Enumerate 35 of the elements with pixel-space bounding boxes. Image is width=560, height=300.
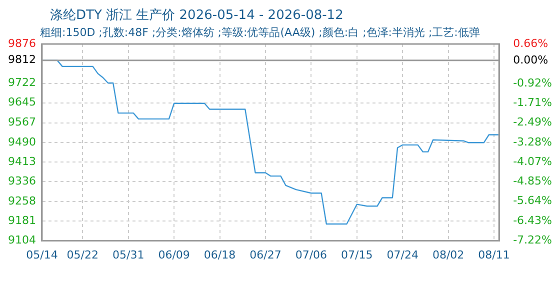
y2-tick-label: -1.71% — [513, 96, 552, 110]
x-tick-label: 08/11 — [478, 248, 510, 262]
y2-tick-label: 0.66% — [513, 36, 548, 50]
y2-tick-label: -6.43% — [513, 214, 552, 227]
y2-tick-label: -5.64% — [513, 194, 552, 208]
y-tick-label: 9104 — [8, 234, 36, 247]
y2-tick-label: -3.28% — [513, 135, 552, 148]
x-tick-label: 07/24 — [386, 248, 418, 262]
y-tick-label: 9722 — [8, 76, 36, 90]
y2-tick-label: -4.85% — [513, 174, 552, 188]
y-tick-label: 9336 — [8, 174, 36, 188]
y-tick-label: 9181 — [8, 214, 36, 228]
y2-tick-label: -2.49% — [513, 116, 552, 129]
x-tick-label: 06/09 — [158, 248, 190, 262]
y2-tick-label: -7.22% — [513, 234, 552, 247]
chart-subtitle: 粗细:150D ;孔数:48F ;分类:熔体纺 ;等级:优等品(AA级) ;颜色:白 ;色泽:半消光 ;工艺:低弹 — [40, 25, 480, 40]
y2-tick-label: 0.00% — [513, 53, 548, 66]
y-tick-label: 9645 — [8, 96, 36, 109]
x-tick-label: 08/02 — [432, 248, 464, 262]
x-tick-label: 07/15 — [341, 248, 373, 262]
y-tick-label: 9490 — [8, 135, 36, 148]
y2-tick-label: -0.92% — [513, 76, 552, 90]
y-tick-label: 9876 — [8, 36, 36, 50]
x-tick-label: 05/31 — [112, 248, 144, 262]
x-tick-label: 06/18 — [204, 248, 236, 262]
y2-tick-label: -4.07% — [513, 154, 552, 168]
x-tick-label: 05/22 — [66, 248, 98, 262]
y-tick-label: 9258 — [8, 194, 36, 208]
y-tick-label: 9812 — [8, 53, 36, 66]
x-tick-label: 07/06 — [295, 248, 328, 262]
y-tick-label: 9567 — [8, 116, 36, 129]
x-tick-label: 06/27 — [250, 248, 282, 262]
x-tick-label: 05/14 — [26, 248, 58, 262]
chart-title: 涤纶DTY 浙江 生产价 2026-05-14 - 2026-08-12 — [50, 7, 344, 24]
y-tick-label: 9413 — [8, 154, 36, 168]
